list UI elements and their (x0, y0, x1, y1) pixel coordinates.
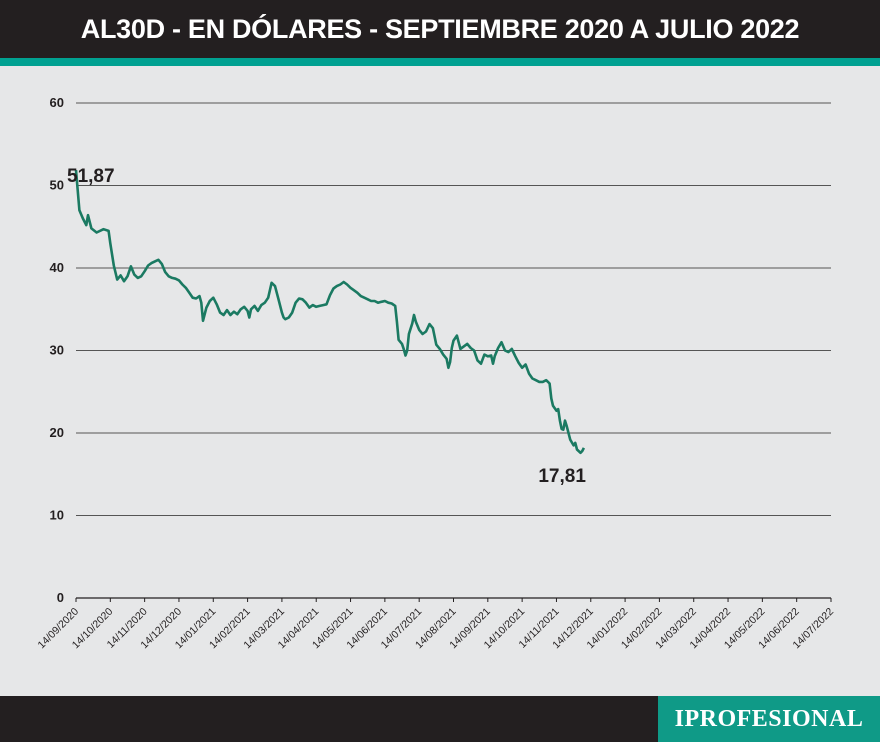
header-accent-band (0, 58, 880, 66)
line-chart: 0 10 20 30 40 50 60 14/09/202014/10/202014/11/… (35, 95, 836, 651)
series-line-al30d (74, 169, 586, 455)
x-axis-ticks: 14/09/202014/10/202014/11/202014/12/2020… (35, 598, 836, 651)
y-tick-label: 0 (57, 590, 64, 605)
start-value-label: 51,87 (67, 166, 115, 187)
y-tick-label: 10 (50, 508, 64, 523)
chart-title: AL30D - EN DÓLARES - SEPTIEMBRE 2020 A J… (80, 13, 800, 44)
y-tick-label: 30 (50, 343, 64, 358)
y-tick-label: 20 (50, 425, 64, 440)
y-axis-ticks: 0 10 20 30 40 50 60 (50, 95, 64, 605)
brand-logo: IPROFESIONAL (658, 696, 880, 742)
footer-bar: IPROFESIONAL (0, 696, 880, 742)
chart-header: AL30D - EN DÓLARES - SEPTIEMBRE 2020 A J… (0, 0, 880, 58)
end-value-label: 17,81 (538, 466, 586, 487)
y-tick-label: 50 (50, 178, 64, 193)
y-tick-label: 40 (50, 260, 64, 275)
brand-name: IPROFESIONAL (674, 705, 864, 732)
grid-layer (76, 102, 831, 599)
plot-background (0, 66, 880, 696)
y-tick-label: 60 (50, 95, 64, 110)
